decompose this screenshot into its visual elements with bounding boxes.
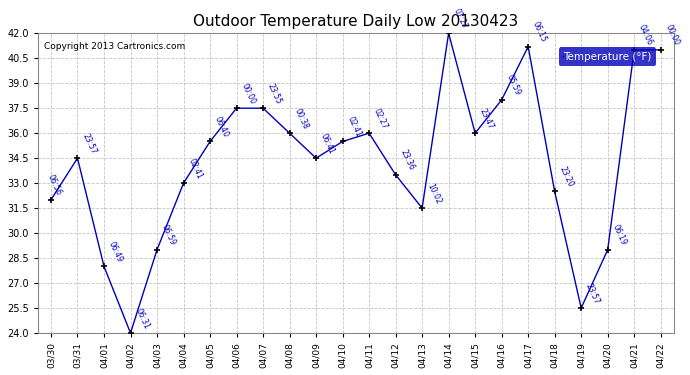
Text: 06:56: 06:56: [46, 173, 63, 197]
Text: 01:27: 01:27: [451, 7, 469, 30]
Text: 05:59: 05:59: [504, 74, 522, 97]
Text: Copyright 2013 Cartronics.com: Copyright 2013 Cartronics.com: [44, 42, 186, 51]
Text: 10:02: 10:02: [425, 182, 442, 206]
Text: 23:47: 23:47: [478, 107, 495, 130]
Text: 23:20: 23:20: [558, 165, 575, 189]
Text: 23:57: 23:57: [80, 132, 98, 155]
Title: Outdoor Temperature Daily Low 20130423: Outdoor Temperature Daily Low 20130423: [193, 14, 518, 29]
Text: 06:19: 06:19: [611, 224, 628, 247]
Text: 06:49: 06:49: [107, 240, 124, 264]
Text: 04:06: 04:06: [637, 23, 654, 47]
Text: 06:40: 06:40: [213, 115, 230, 139]
Text: 06:31: 06:31: [133, 307, 150, 330]
Text: 06:59: 06:59: [160, 223, 177, 247]
Text: 02:27: 02:27: [372, 107, 389, 130]
Text: 23:57: 23:57: [584, 282, 602, 305]
Text: 23:55: 23:55: [266, 82, 283, 105]
Legend: Temperature (°F): Temperature (°F): [560, 48, 656, 66]
Text: 00:00: 00:00: [239, 82, 257, 105]
Text: 02:41: 02:41: [186, 157, 204, 180]
Text: 06:41: 06:41: [319, 132, 336, 155]
Text: 00:00: 00:00: [664, 23, 681, 47]
Text: 02:41: 02:41: [346, 115, 363, 139]
Text: 23:36: 23:36: [398, 148, 416, 172]
Text: 00:38: 00:38: [293, 107, 310, 130]
Text: 06:15: 06:15: [531, 20, 549, 44]
